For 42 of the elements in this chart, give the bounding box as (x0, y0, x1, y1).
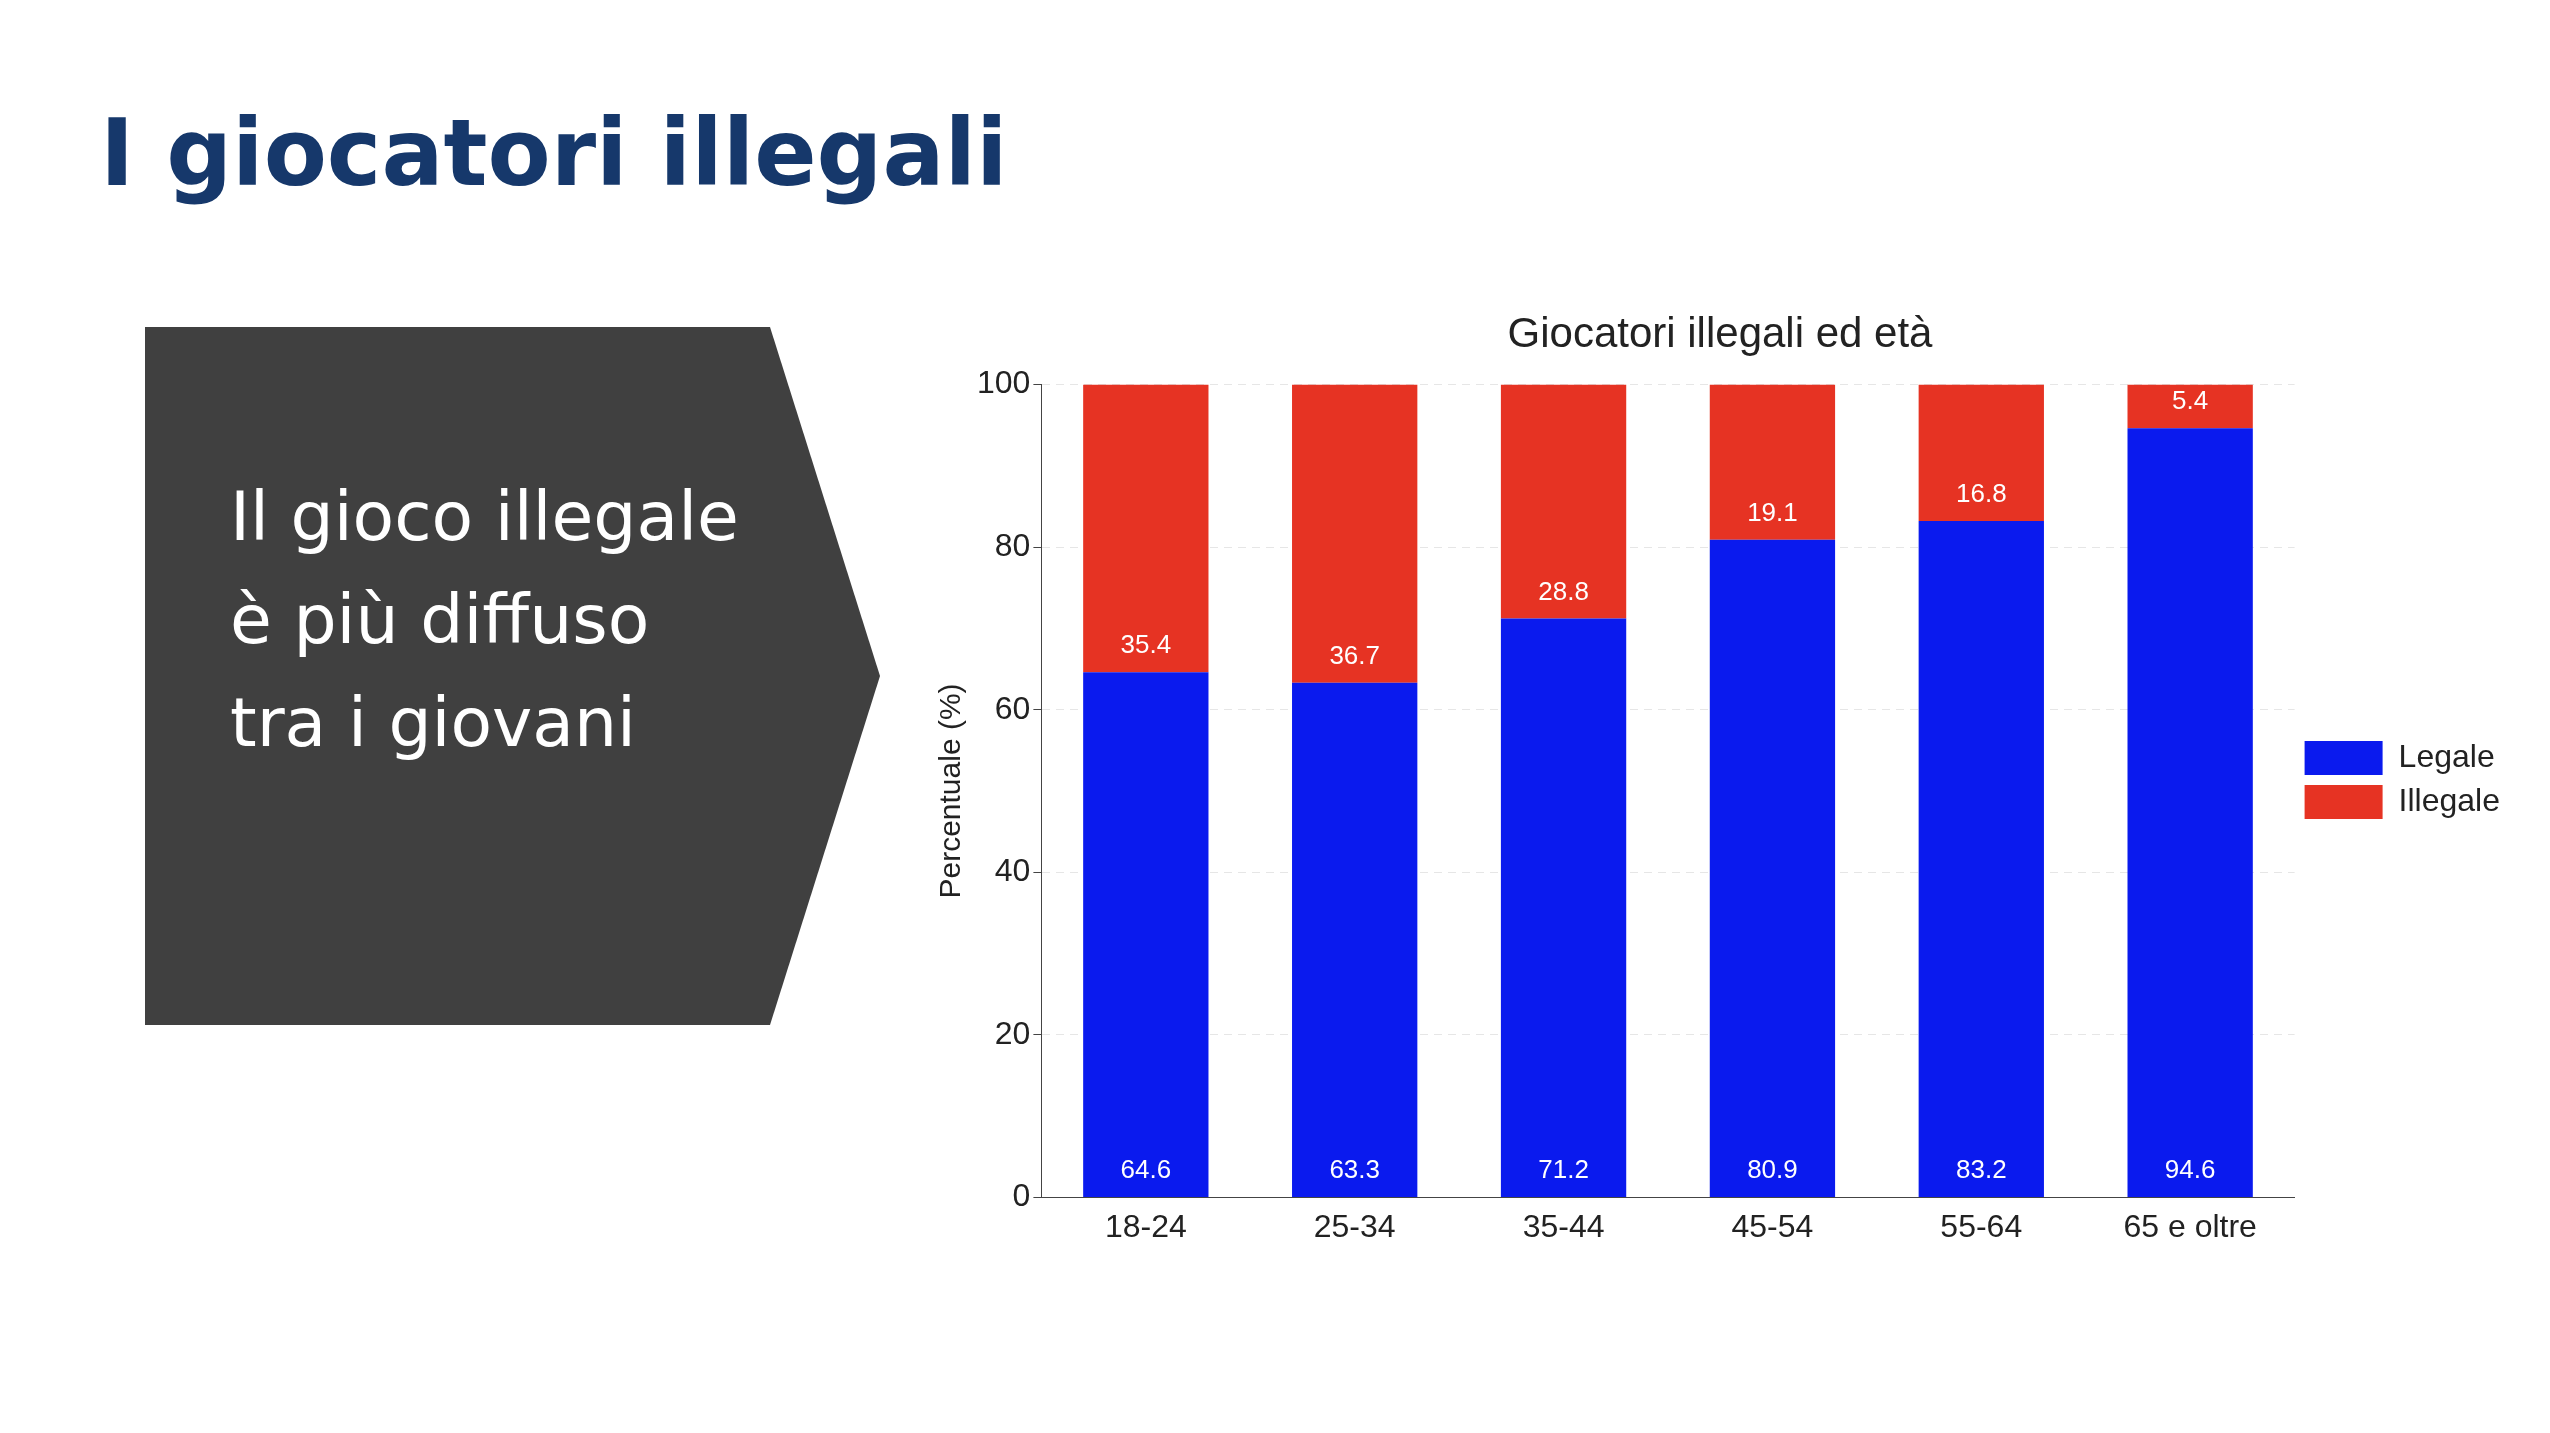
data-label: 83.2 (1955, 1154, 2007, 1185)
text: I giocatori illegali (100, 100, 1008, 207)
bar (1500, 618, 1627, 1198)
y-tick-label: 20 (994, 1014, 1031, 1051)
data-label: 28.8 (1538, 575, 1589, 606)
x-tick-label: 55-64 (1940, 1207, 2023, 1244)
legend-label: Illegale (2398, 781, 2500, 818)
y-tick-label: 80 (994, 526, 1031, 563)
y-tick-label: 0 (1012, 1177, 1031, 1214)
data-label: 35.4 (1120, 629, 1172, 660)
x-tick-label: 35-44 (1522, 1207, 1605, 1244)
x-tick-label: 65 e oltre (2123, 1207, 2257, 1244)
data-label: 71.2 (1538, 1154, 1589, 1185)
y-tick-label: 100 (977, 364, 1031, 401)
data-label: 80.9 (1747, 1154, 1798, 1185)
data-label: 94.6 (2164, 1154, 2216, 1185)
bar (1500, 384, 1627, 619)
data-label: 16.8 (1955, 478, 2007, 509)
y-tick-label: 60 (994, 689, 1031, 726)
text: Il gioco illegale è più diffuso tra i giovani (230, 476, 740, 764)
x-tick-label: 18-24 (1104, 1207, 1187, 1244)
chart-title: Giocatori illegali ed età (1507, 308, 1934, 356)
data-label: 5.4 (2172, 385, 2209, 416)
x-tick-label: 45-54 (1731, 1207, 1814, 1244)
data-label: 36.7 (1329, 640, 1380, 671)
bar (1083, 672, 1209, 1198)
bar (2127, 428, 2253, 1198)
bar (1918, 384, 2044, 522)
legend-label: Legale (2398, 737, 2495, 774)
bar (1709, 384, 1836, 540)
y-tick-label: 40 (994, 852, 1031, 889)
data-label: 19.1 (1747, 496, 1798, 527)
bar (1083, 384, 1209, 673)
data-label: 63.3 (1329, 1154, 1380, 1185)
bar (1292, 384, 1418, 683)
y-axis-title: Percentuale (%) (933, 683, 967, 899)
x-tick-label: 25-34 (1313, 1207, 1396, 1244)
bar (1292, 682, 1418, 1198)
bar (1709, 539, 1836, 1198)
bar (2127, 384, 2253, 429)
data-label: 64.6 (1120, 1154, 1172, 1185)
bar (1918, 521, 2044, 1198)
